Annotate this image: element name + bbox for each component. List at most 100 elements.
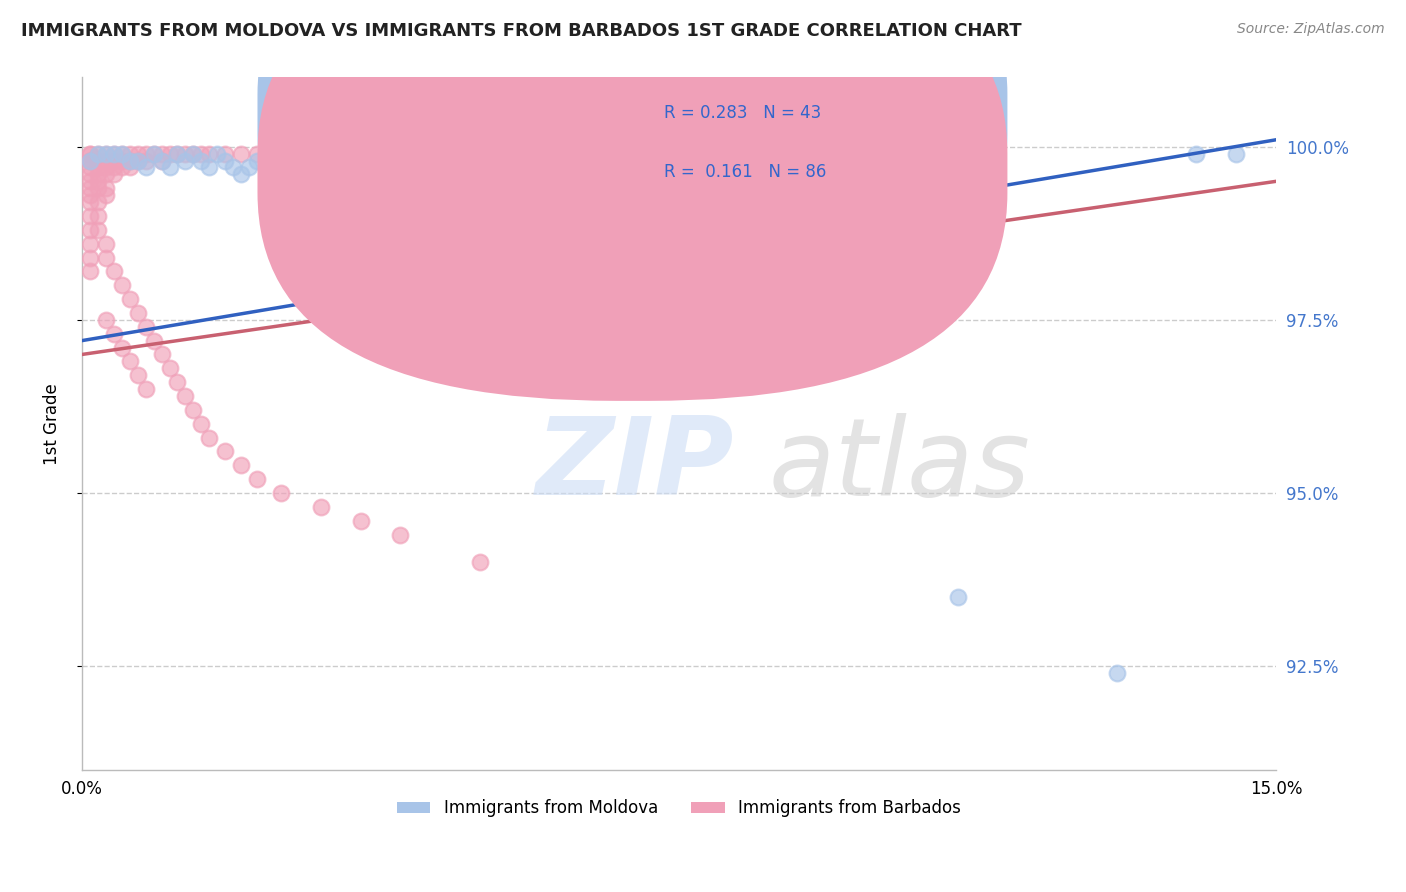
- Point: [79, 188, 101, 202]
- Point: [135, 153, 157, 168]
- Point: [103, 168, 125, 182]
- Point: [174, 389, 197, 403]
- Text: atlas: atlas: [769, 413, 1031, 517]
- Point: [87, 168, 110, 182]
- Point: [79, 161, 101, 175]
- Point: [94, 188, 117, 202]
- Point: [142, 334, 165, 348]
- Point: [389, 161, 412, 175]
- Point: [1105, 666, 1128, 681]
- Point: [127, 306, 149, 320]
- Point: [174, 153, 197, 168]
- Point: [150, 153, 173, 168]
- Point: [118, 161, 141, 175]
- Point: [214, 146, 236, 161]
- Point: [127, 146, 149, 161]
- Point: [246, 472, 269, 486]
- Point: [159, 361, 181, 376]
- Point: [79, 153, 101, 168]
- Point: [270, 161, 292, 175]
- Point: [94, 146, 117, 161]
- Point: [429, 153, 451, 168]
- Text: Source: ZipAtlas.com: Source: ZipAtlas.com: [1237, 22, 1385, 37]
- Point: [79, 181, 101, 195]
- Point: [468, 161, 491, 175]
- Point: [309, 161, 332, 175]
- Point: [118, 146, 141, 161]
- Point: [79, 236, 101, 251]
- Point: [174, 146, 197, 161]
- Point: [246, 146, 269, 161]
- Text: R =  0.161   N = 86: R = 0.161 N = 86: [664, 163, 825, 181]
- Point: [294, 168, 316, 182]
- Point: [183, 146, 205, 161]
- Point: [79, 251, 101, 265]
- Text: IMMIGRANTS FROM MOLDOVA VS IMMIGRANTS FROM BARBADOS 1ST GRADE CORRELATION CHART: IMMIGRANTS FROM MOLDOVA VS IMMIGRANTS FR…: [21, 22, 1022, 40]
- Point: [349, 168, 371, 182]
- Point: [111, 161, 134, 175]
- Point: [468, 555, 491, 569]
- Point: [127, 368, 149, 383]
- Point: [87, 146, 110, 161]
- Point: [94, 168, 117, 182]
- Point: [231, 168, 253, 182]
- Point: [214, 153, 236, 168]
- Point: [238, 161, 260, 175]
- Point: [190, 146, 212, 161]
- Point: [103, 326, 125, 341]
- Point: [87, 209, 110, 223]
- Point: [111, 278, 134, 293]
- Point: [118, 153, 141, 168]
- Point: [183, 146, 205, 161]
- Point: [103, 146, 125, 161]
- Point: [118, 153, 141, 168]
- Point: [159, 161, 181, 175]
- Point: [94, 313, 117, 327]
- Legend: Immigrants from Moldova, Immigrants from Barbados: Immigrants from Moldova, Immigrants from…: [391, 793, 967, 824]
- Point: [748, 153, 770, 168]
- Point: [103, 146, 125, 161]
- Point: [87, 195, 110, 210]
- Point: [222, 161, 245, 175]
- Point: [349, 514, 371, 528]
- Point: [150, 146, 173, 161]
- Point: [166, 146, 188, 161]
- Point: [118, 292, 141, 306]
- Point: [183, 402, 205, 417]
- Point: [79, 264, 101, 278]
- Point: [94, 161, 117, 175]
- Point: [111, 153, 134, 168]
- Point: [87, 161, 110, 175]
- Point: [94, 146, 117, 161]
- Point: [127, 153, 149, 168]
- Y-axis label: 1st Grade: 1st Grade: [44, 383, 60, 465]
- Point: [198, 161, 221, 175]
- Point: [79, 195, 101, 210]
- Point: [103, 264, 125, 278]
- Point: [79, 174, 101, 188]
- Point: [150, 153, 173, 168]
- Point: [668, 161, 690, 175]
- Point: [79, 146, 101, 161]
- Point: [103, 153, 125, 168]
- Point: [135, 146, 157, 161]
- Point: [79, 153, 101, 168]
- Point: [111, 341, 134, 355]
- Point: [135, 319, 157, 334]
- Point: [142, 146, 165, 161]
- Point: [214, 444, 236, 458]
- Point: [946, 590, 969, 604]
- Point: [166, 375, 188, 389]
- Point: [79, 153, 101, 168]
- Point: [111, 146, 134, 161]
- Point: [87, 181, 110, 195]
- Point: [87, 153, 110, 168]
- Point: [207, 146, 229, 161]
- Point: [94, 236, 117, 251]
- Point: [166, 146, 188, 161]
- Text: R = 0.283   N = 43: R = 0.283 N = 43: [664, 104, 821, 122]
- Point: [628, 153, 651, 168]
- Point: [79, 223, 101, 237]
- Point: [94, 153, 117, 168]
- Point: [127, 153, 149, 168]
